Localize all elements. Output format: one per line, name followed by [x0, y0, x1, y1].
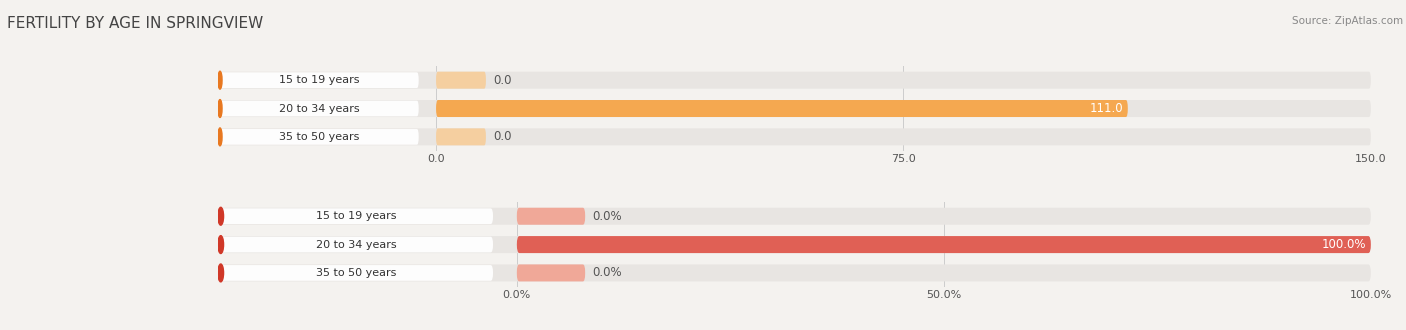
- Ellipse shape: [218, 264, 224, 282]
- FancyBboxPatch shape: [517, 264, 585, 281]
- FancyBboxPatch shape: [517, 208, 585, 225]
- Ellipse shape: [218, 128, 222, 146]
- FancyBboxPatch shape: [218, 236, 1371, 253]
- FancyBboxPatch shape: [218, 208, 1371, 225]
- Text: 20 to 34 years: 20 to 34 years: [278, 104, 360, 114]
- FancyBboxPatch shape: [436, 128, 486, 146]
- FancyBboxPatch shape: [219, 209, 494, 224]
- Text: 35 to 50 years: 35 to 50 years: [278, 132, 359, 142]
- Text: 0.0%: 0.0%: [592, 210, 621, 223]
- Text: 20 to 34 years: 20 to 34 years: [316, 240, 396, 249]
- FancyBboxPatch shape: [219, 265, 494, 281]
- FancyBboxPatch shape: [218, 128, 1371, 146]
- FancyBboxPatch shape: [219, 237, 494, 252]
- FancyBboxPatch shape: [219, 72, 419, 88]
- Text: 0.0: 0.0: [494, 74, 512, 87]
- Ellipse shape: [218, 100, 222, 117]
- Ellipse shape: [218, 71, 222, 89]
- Text: FERTILITY BY AGE IN SPRINGVIEW: FERTILITY BY AGE IN SPRINGVIEW: [7, 16, 263, 31]
- FancyBboxPatch shape: [218, 72, 1371, 89]
- FancyBboxPatch shape: [219, 129, 419, 145]
- FancyBboxPatch shape: [219, 101, 419, 116]
- FancyBboxPatch shape: [218, 100, 1371, 117]
- FancyBboxPatch shape: [436, 100, 1128, 117]
- Ellipse shape: [218, 236, 224, 253]
- Text: 35 to 50 years: 35 to 50 years: [316, 268, 396, 278]
- FancyBboxPatch shape: [218, 264, 1371, 281]
- Text: 15 to 19 years: 15 to 19 years: [316, 211, 396, 221]
- Text: Source: ZipAtlas.com: Source: ZipAtlas.com: [1292, 16, 1403, 26]
- Text: 111.0: 111.0: [1090, 102, 1123, 115]
- FancyBboxPatch shape: [517, 236, 1371, 253]
- Text: 0.0%: 0.0%: [592, 266, 621, 280]
- Ellipse shape: [218, 207, 224, 225]
- Text: 0.0: 0.0: [494, 130, 512, 143]
- Text: 100.0%: 100.0%: [1322, 238, 1367, 251]
- Text: 15 to 19 years: 15 to 19 years: [278, 75, 359, 85]
- FancyBboxPatch shape: [436, 72, 486, 89]
